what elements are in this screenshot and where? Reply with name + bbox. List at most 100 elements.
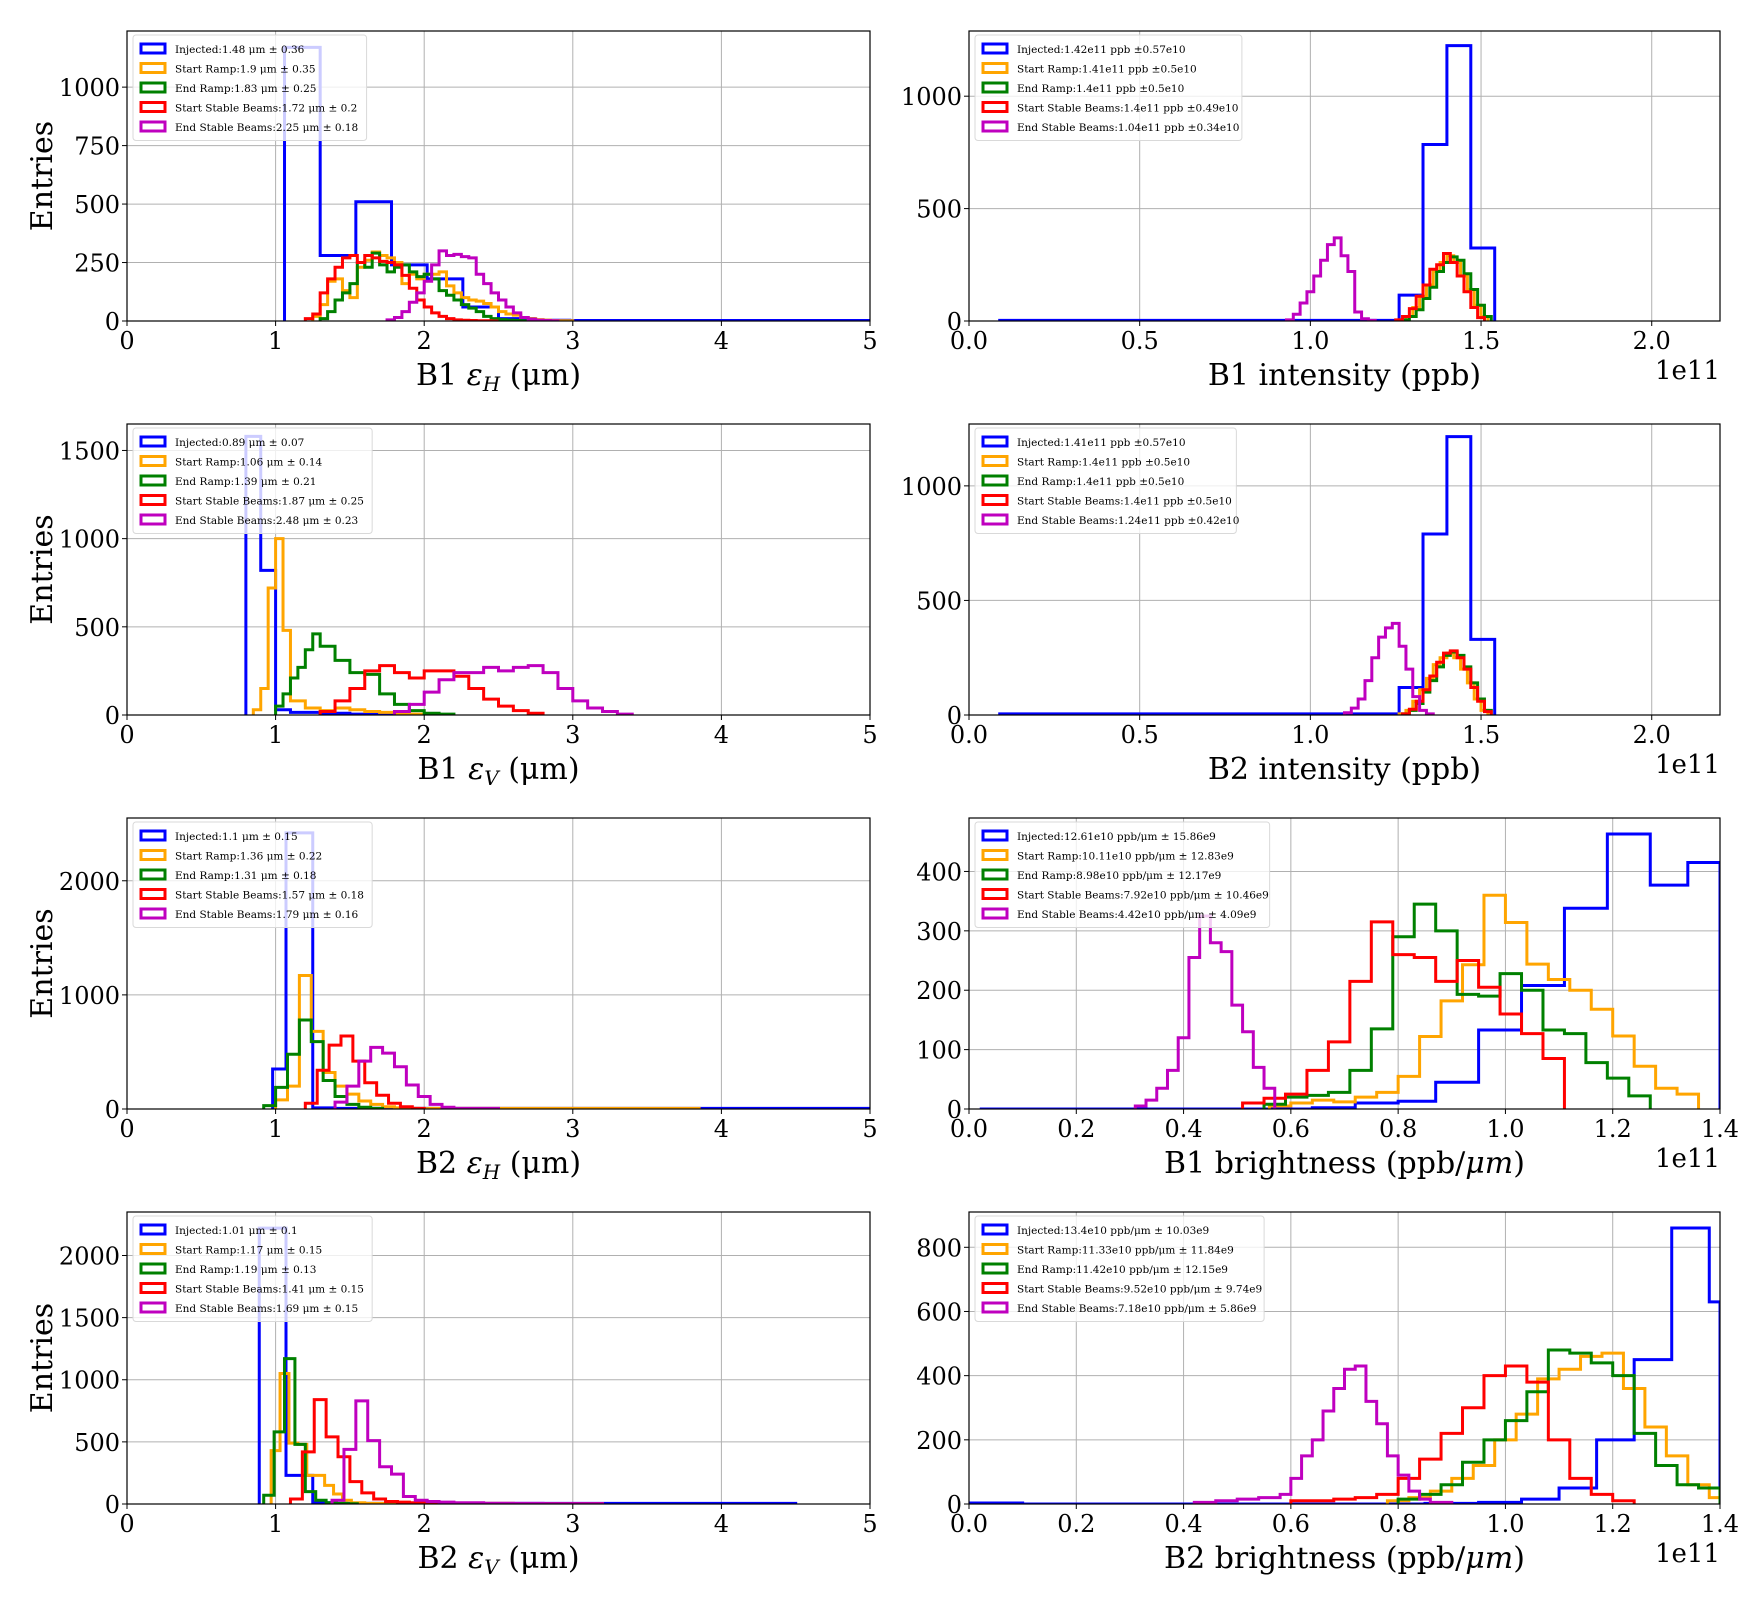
legend-entry: Injected:1.42e11 ppb ±0.57e10 xyxy=(1017,44,1186,56)
axes-frame xyxy=(126,817,871,1110)
x-tick-label: 0.6 xyxy=(1272,1510,1310,1538)
histogram-end-stable-beams xyxy=(385,249,560,321)
x-tick-label: 2 xyxy=(417,721,432,749)
legend-entry: End Ramp:1.4e11 ppb ±0.5e10 xyxy=(1017,476,1184,488)
histogram-injected xyxy=(283,45,870,321)
x-tick-label: 1.5 xyxy=(1462,721,1500,749)
histogram-injected xyxy=(998,435,1497,715)
y-axis-label: Entries xyxy=(25,908,60,1018)
histogram-end-stable-beams xyxy=(330,1399,605,1504)
legend-entry: Start Ramp:1.36 μm ± 0.22 xyxy=(175,851,322,863)
legend-entry: End Ramp:1.39 μm ± 0.21 xyxy=(175,476,316,488)
y-tick-label: 800 xyxy=(916,1234,962,1262)
legend: Injected:0.89 μm ± 0.07 Start Ramp:1.06 μ… xyxy=(132,427,373,534)
histogram-start-ramp xyxy=(1267,893,1701,1109)
y-tick-label: 0 xyxy=(947,702,962,730)
x-tick-label: 0.0 xyxy=(950,721,988,749)
x-tick-label: 0.0 xyxy=(950,327,988,355)
legend-entry: Start Stable Beams:1.41 μm ± 0.15 xyxy=(175,1284,364,1296)
legend-entry: End Ramp:1.31 μm ± 0.18 xyxy=(175,870,316,882)
histogram-start-stable-beams xyxy=(1401,649,1493,715)
histogram-end-stable-beams xyxy=(1192,1364,1454,1504)
legend-entry: End Stable Beams:7.18e10 ppb/μm ± 5.86e9 xyxy=(1017,1303,1256,1315)
legend-entry: End Ramp:1.19 μm ± 0.13 xyxy=(175,1264,316,1276)
legend-box xyxy=(132,821,373,928)
x-tick-label: 1.4 xyxy=(1701,1510,1739,1538)
x-tick-label: 0.0 xyxy=(950,1510,988,1538)
series-group xyxy=(969,1226,1720,1504)
legend-box xyxy=(974,427,1237,534)
histogram-end-ramp xyxy=(318,251,530,321)
legend-entry: End Ramp:8.98e10 ppb/μm ± 12.17e9 xyxy=(1017,870,1221,882)
x-tick-label: 1.5 xyxy=(1462,327,1500,355)
legend-swatch-end-stable-beams xyxy=(981,907,1009,920)
legend-swatch-injected xyxy=(981,42,1009,55)
y-tick-label: 500 xyxy=(916,587,962,615)
histogram-end-stable-beams xyxy=(1343,621,1435,715)
histogram-end-stable-beams xyxy=(1284,236,1377,321)
legend-box xyxy=(132,427,373,534)
y-tick-label: 600 xyxy=(916,1298,962,1326)
y-tick-label: 0 xyxy=(105,702,120,730)
legend-swatch-end-ramp xyxy=(981,1262,1009,1275)
y-tick-label: 0 xyxy=(105,1096,120,1124)
legend-box xyxy=(132,34,368,141)
x-tick-label: 1.0 xyxy=(1486,1115,1524,1143)
legend-swatch-start-stable-beams xyxy=(981,494,1009,506)
x-tick-label: 0.4 xyxy=(1164,1115,1202,1143)
x-tick-label: 1 xyxy=(268,327,283,355)
legend-swatch-end-ramp xyxy=(139,868,167,881)
x-axis-label: B1 εV (μm) xyxy=(417,752,579,790)
legend-swatch-end-stable-beams xyxy=(139,907,167,920)
legend-entry: End Stable Beams:1.79 μm ± 0.16 xyxy=(175,909,359,921)
legend: Injected:12.61e10 ppb/μm ± 15.86e9 Start … xyxy=(974,821,1271,928)
legend-entry: Injected:1.1 μm ± 0.15 xyxy=(175,831,298,843)
x-axis-label: B2 εV (μm) xyxy=(417,1541,579,1579)
histogram-end-ramp xyxy=(262,1357,359,1504)
x-tick-label: 1 xyxy=(268,1115,283,1143)
y-tick-label: 0 xyxy=(947,308,962,336)
legend-swatch-start-stable-beams xyxy=(139,1282,167,1294)
y-axis-label: Entries xyxy=(25,514,60,624)
legend-entry: Start Stable Beams:1.87 μm ± 0.25 xyxy=(175,496,364,508)
x-axis-label: B2 εH (μm) xyxy=(416,1146,581,1184)
legend-entry: Injected:1.48 μm ± 0.36 xyxy=(175,44,305,56)
y-tick-label: 1500 xyxy=(59,1305,120,1333)
legend-entry: Start Stable Beams:9.52e10 ppb/μm ± 9.74… xyxy=(1017,1284,1262,1296)
legend-entry: Injected:0.89 μm ± 0.07 xyxy=(175,437,304,449)
x-tick-label: 2 xyxy=(417,1510,432,1538)
legend: Injected:1.48 μm ± 0.36 Start Ramp:1.9 μm… xyxy=(132,34,368,141)
axes-frame xyxy=(126,1211,871,1505)
legend-entry: End Stable Beams:1.69 μm ± 0.15 xyxy=(175,1303,358,1315)
legend-entry: Start Ramp:11.33e10 ppb/μm ± 11.84e9 xyxy=(1017,1245,1234,1257)
histogram-end-ramp xyxy=(1401,255,1493,321)
series-group xyxy=(998,435,1497,715)
histogram-end-ramp xyxy=(262,1018,385,1109)
legend-swatch-start-ramp xyxy=(981,62,1009,74)
x-tick-label: 2 xyxy=(417,327,432,355)
histogram-start-stable-beams xyxy=(303,1034,426,1109)
y-tick-label: 0 xyxy=(105,1491,120,1519)
x-tick-label: 0.8 xyxy=(1379,1510,1417,1538)
x-tick-label: 0.4 xyxy=(1164,1510,1202,1538)
y-tick-label: 1000 xyxy=(901,473,962,501)
y-tick-label: 0 xyxy=(105,308,120,336)
x-axis-label: B2 intensity (ppb) xyxy=(1208,752,1481,787)
legend-box xyxy=(132,1215,373,1322)
x-tick-label: 0.8 xyxy=(1379,1115,1417,1143)
legend-entry: End Ramp:1.83 μm ± 0.25 xyxy=(175,83,316,95)
x-tick-label: 5 xyxy=(862,327,877,355)
legend-entry: Injected:13.4e10 ppb/μm ± 10.03e9 xyxy=(1017,1225,1209,1237)
legend-entry: Start Ramp:1.9 μm ± 0.35 xyxy=(175,64,316,76)
subplot-6: 0.0 0.2 0.4 0.6 0.8 1.0 1.2 1.4 0 100 200 300 400 B1 … xyxy=(916,817,1739,1181)
axis-offset-label: 1e11 xyxy=(1655,1539,1720,1569)
y-tick-label: 250 xyxy=(74,250,120,278)
legend-entry: Start Ramp:1.17 μm ± 0.15 xyxy=(175,1245,322,1257)
x-tick-label: 3 xyxy=(565,327,580,355)
legend-swatch-end-ramp xyxy=(981,868,1009,881)
axis-offset-label: 1e11 xyxy=(1655,750,1720,780)
legend-entry: End Ramp:11.42e10 ppb/μm ± 12.15e9 xyxy=(1017,1264,1228,1276)
legend-swatch-start-ramp xyxy=(139,62,167,74)
legend: Injected:1.01 μm ± 0.1 Start Ramp:1.17 μm… xyxy=(132,1215,373,1322)
axes-frame xyxy=(968,1211,1721,1505)
